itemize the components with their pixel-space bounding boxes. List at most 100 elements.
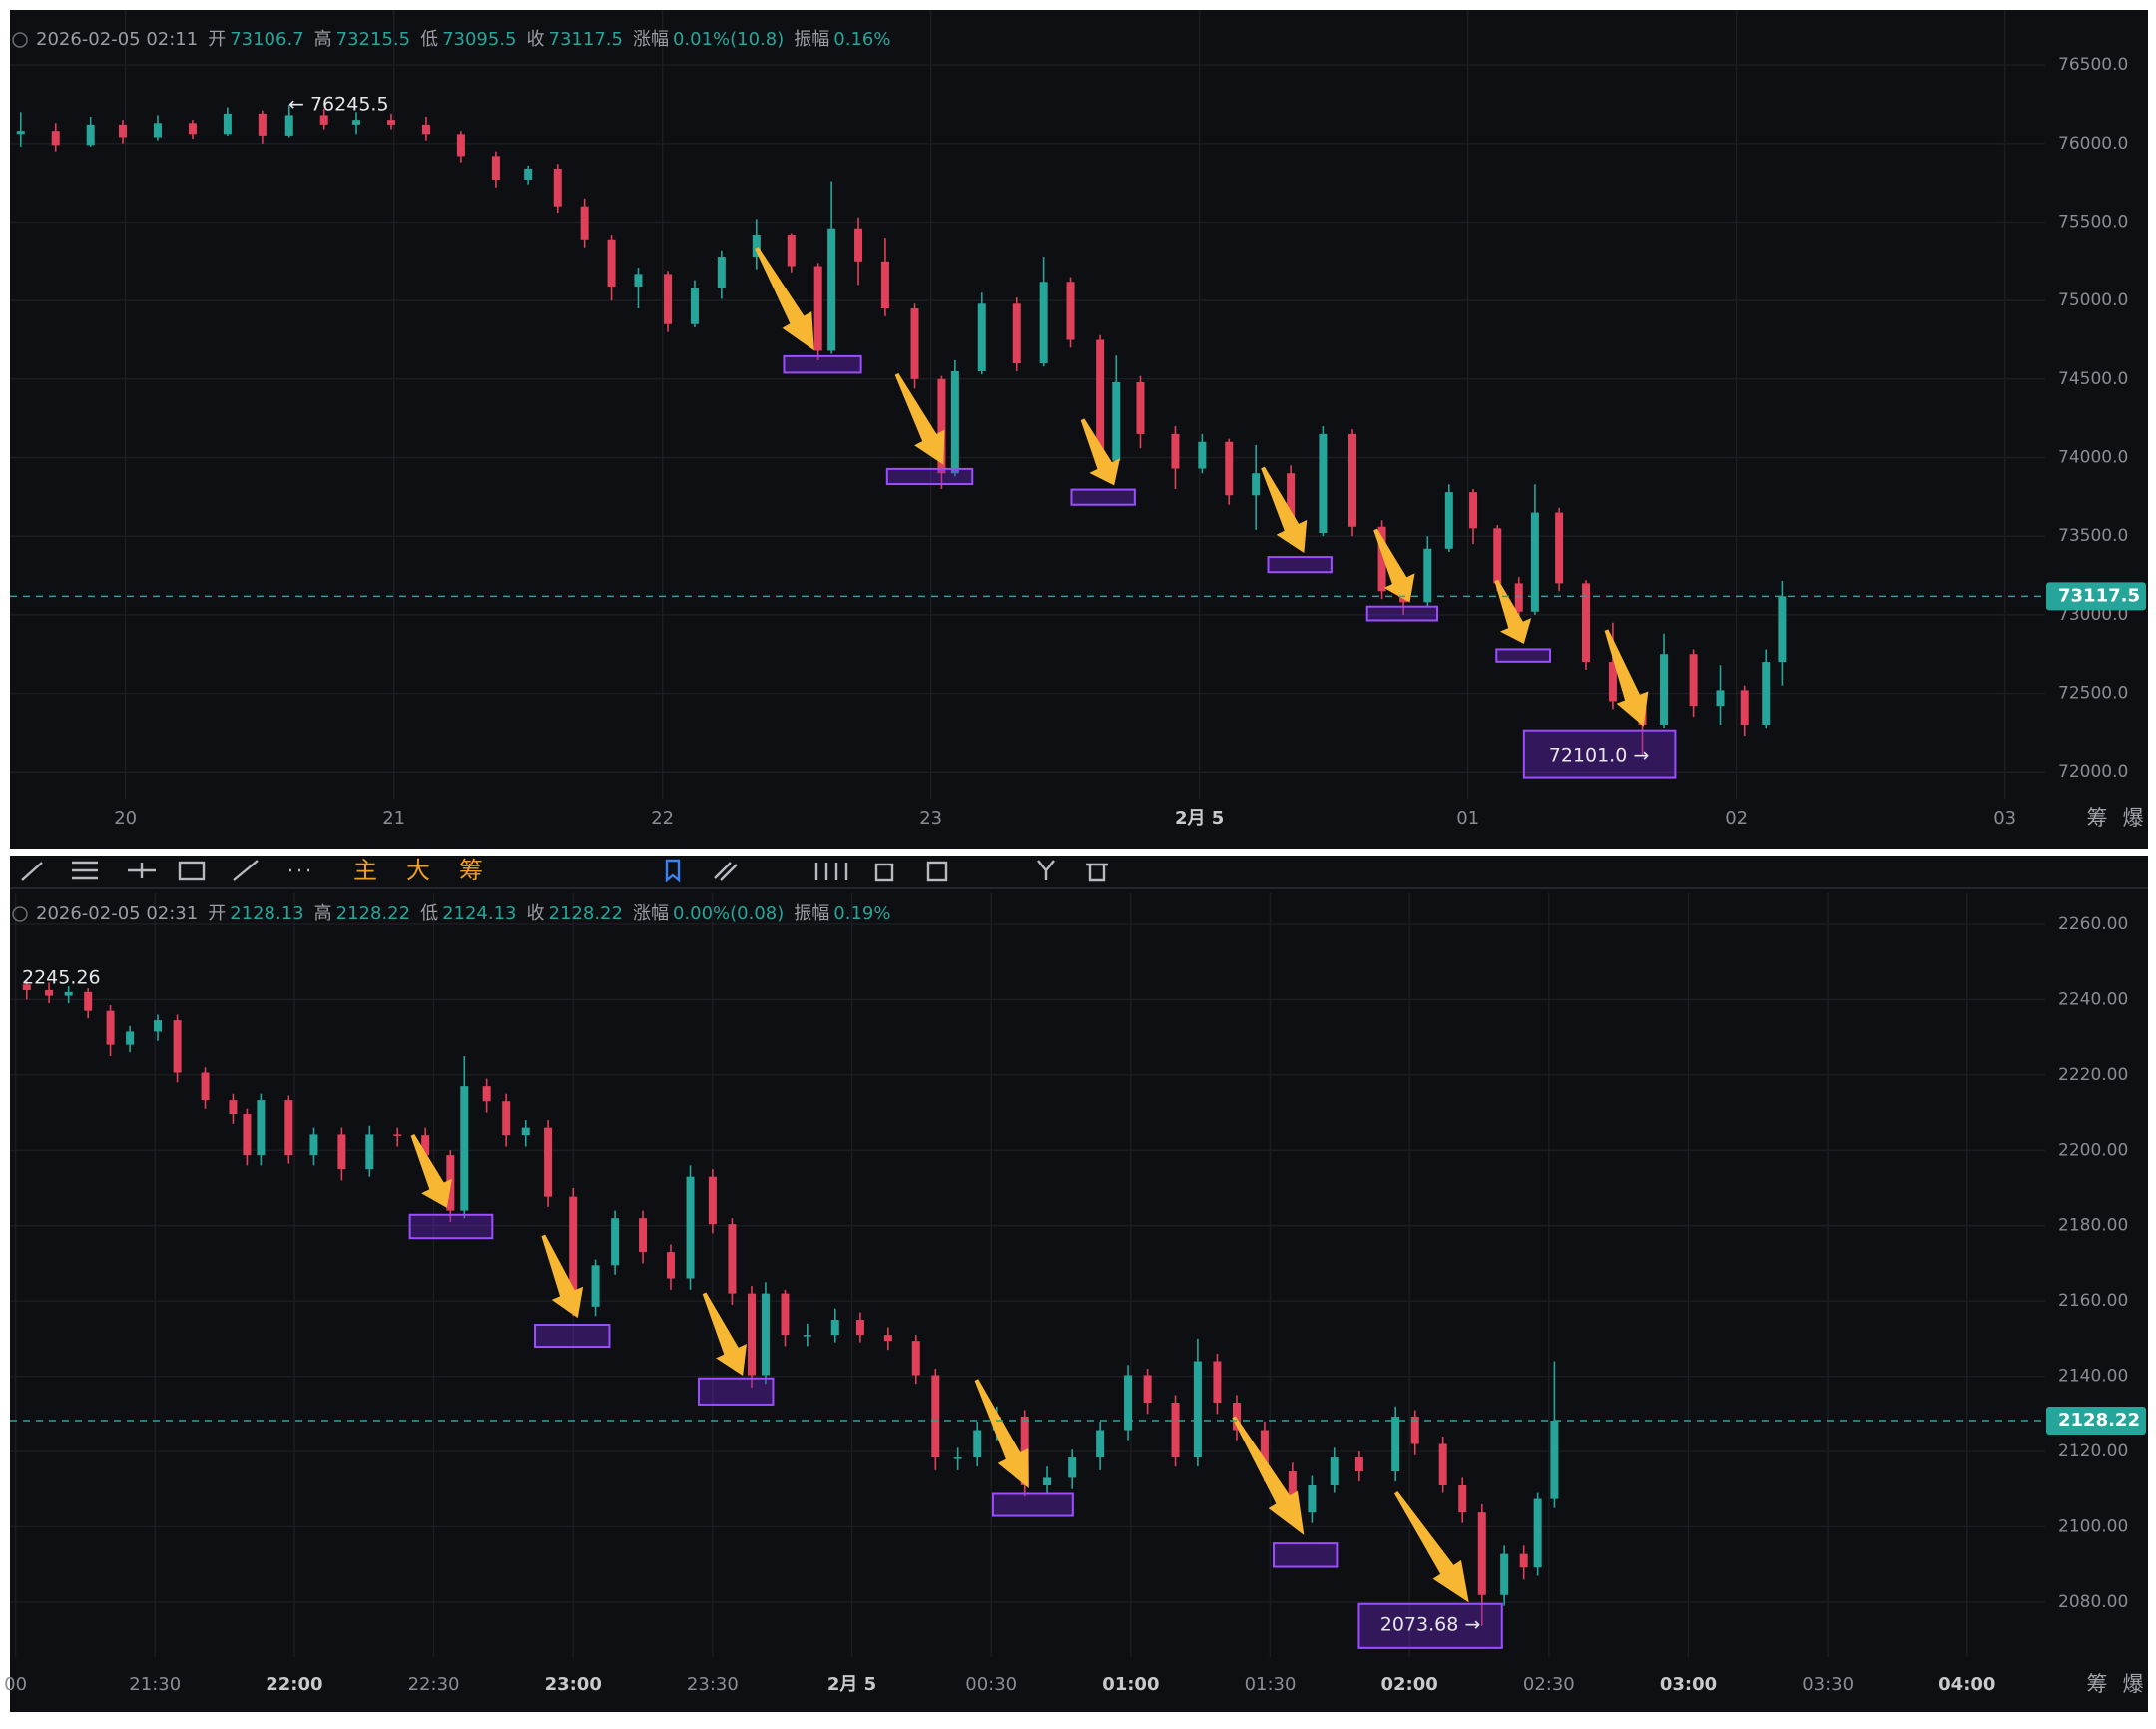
tool-bars[interactable]	[814, 863, 848, 880]
tool-ray[interactable]	[233, 860, 259, 881]
candle-body	[611, 1218, 620, 1266]
candle-body	[1423, 548, 1432, 603]
x-tick-label: 02	[1725, 808, 1748, 829]
candle-body	[524, 168, 533, 180]
candle-body	[664, 274, 673, 324]
candle-body	[456, 134, 465, 157]
candle-body	[1377, 526, 1386, 592]
arrow	[974, 1379, 1029, 1488]
y-tick-label: 2220.00	[2058, 1065, 2128, 1085]
tool-line[interactable]	[21, 862, 43, 881]
candle-body	[1716, 690, 1725, 707]
axis-button[interactable]: 爆	[2123, 806, 2144, 830]
header-label: 涨幅	[633, 903, 669, 924]
x-tick-label: 23:30	[687, 1674, 739, 1695]
tool-trash[interactable]	[1086, 863, 1108, 882]
candle-body	[118, 124, 127, 138]
arrow	[1080, 418, 1121, 486]
candle-body	[1198, 441, 1207, 469]
candle-body	[22, 984, 31, 990]
tool-hlines[interactable]	[72, 861, 98, 880]
tool-ruler[interactable]	[714, 862, 738, 881]
header-date: 2026-02-05 02:31	[36, 903, 198, 924]
candle-body	[1762, 662, 1771, 726]
highlight-box	[1267, 556, 1333, 574]
header-label: 振幅	[794, 903, 829, 924]
candle-body	[950, 370, 959, 474]
tool-doc[interactable]	[926, 861, 948, 882]
candle-body	[973, 1430, 982, 1458]
axis-button[interactable]: 爆	[2123, 1672, 2144, 1696]
candle-body	[51, 131, 60, 146]
x-tick-label: 21	[382, 808, 405, 829]
toolbar-icons	[21, 859, 1108, 883]
candle-body	[16, 131, 25, 135]
header-value: 73215.5	[336, 29, 410, 50]
toolbar-button[interactable]: 筹	[459, 857, 483, 884]
header-toggle	[12, 32, 28, 48]
candle-body	[1039, 282, 1048, 364]
candle-body	[45, 989, 54, 996]
highlight-box	[1522, 729, 1677, 779]
highlight-box	[534, 1324, 611, 1349]
candle-body	[639, 1218, 648, 1253]
candle-body	[393, 1134, 402, 1136]
candle-body	[1112, 381, 1121, 461]
header-value: 0.19%	[833, 903, 890, 924]
x-tick-label: 23:00	[545, 1674, 602, 1695]
tool-bookmark[interactable]	[665, 859, 681, 883]
header-value: 2128.22	[549, 903, 623, 924]
x-tick-label: 02:00	[1381, 1674, 1438, 1695]
candle-body	[1444, 492, 1453, 549]
candle-body	[1124, 1375, 1133, 1431]
candle-body	[1330, 1457, 1339, 1485]
candle-body	[126, 1031, 135, 1045]
candle-body	[977, 303, 986, 371]
y-tick-label: 73500.0	[2058, 526, 2128, 546]
candle-body	[1193, 1361, 1202, 1458]
candle-body	[1043, 1477, 1052, 1485]
y-tick-label: 74000.0	[2058, 448, 2128, 468]
candle-body	[502, 1101, 511, 1136]
highlight-box	[885, 467, 974, 486]
y-tick-label: 2240.00	[2058, 989, 2128, 1009]
candle-body	[1096, 339, 1105, 461]
axis-button[interactable]: 筹	[2087, 806, 2108, 830]
toolbar-button[interactable]: 大	[406, 857, 430, 884]
header-label: 开	[208, 903, 226, 924]
candle-body	[1348, 433, 1356, 527]
bottom-panel	[10, 856, 2148, 1712]
candle-body	[937, 378, 946, 474]
toolbar-button[interactable]: 主	[353, 857, 377, 884]
candle-body	[421, 124, 430, 135]
candle-body	[1660, 654, 1669, 726]
candle-body	[1287, 473, 1296, 534]
tool-rect[interactable]	[178, 861, 206, 881]
y-tick-label: 74500.0	[2058, 369, 2128, 389]
candle-body	[803, 1335, 811, 1337]
y-tick-label: 75500.0	[2058, 212, 2128, 232]
candle-body	[910, 308, 919, 379]
candles	[16, 105, 1787, 757]
header-label: 高	[314, 29, 332, 50]
candle-body	[173, 1020, 182, 1073]
tool-cal[interactable]	[874, 863, 894, 882]
x-tick-label: 04:00	[1938, 1674, 1995, 1695]
candle-body	[319, 115, 328, 125]
last-price-label: 73117.5	[2058, 585, 2140, 606]
candle-body	[1391, 1416, 1400, 1472]
low-label: 72101.0 →	[1549, 745, 1650, 767]
y-tick-label: 72500.0	[2058, 684, 2128, 704]
header-toggle	[12, 906, 28, 922]
candle-body	[747, 1293, 756, 1376]
y-tick-label: 2140.00	[2058, 1367, 2128, 1387]
candle-body	[1519, 1553, 1528, 1568]
tool-cross[interactable]	[128, 863, 156, 878]
x-tick-label: 01:00	[1102, 1674, 1159, 1695]
tool-filter[interactable]	[1037, 860, 1055, 880]
candle-body	[1225, 441, 1234, 496]
header-value: 73117.5	[549, 29, 623, 50]
header-label: 低	[420, 903, 438, 924]
axis-button[interactable]: 筹	[2087, 1672, 2108, 1696]
candle-body	[482, 1086, 491, 1102]
